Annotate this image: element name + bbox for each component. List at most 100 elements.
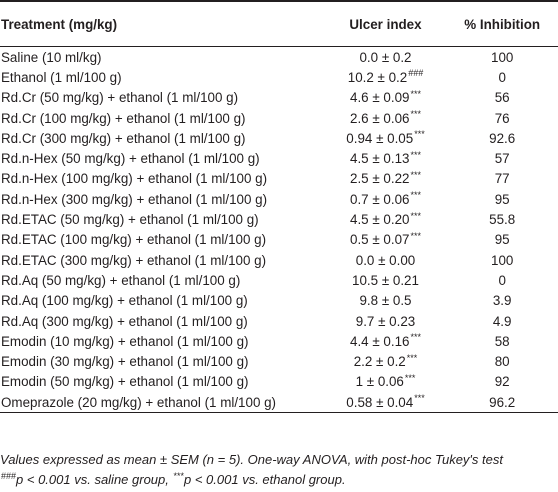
ulcer-index-value: 4.6 ± 0.09 <box>350 90 410 106</box>
table-row: Rd.ETAC (300 mg/kg) + ethanol (1 ml/100 … <box>0 250 558 270</box>
table-row: Rd.Cr (100 mg/kg) + ethanol (1 ml/100 g)… <box>0 108 558 128</box>
cell-inhibition: 0 <box>498 272 506 288</box>
cell-inhibition: 95 <box>494 232 510 248</box>
ulcer-index-value: 1 ± 0.06 <box>355 374 404 390</box>
cell-ulcer-index: 9.8 ± 0.5 <box>325 291 447 311</box>
significance-marker: *** <box>410 149 421 160</box>
cell-ulcer-index: 2.6 ± 0.06*** <box>325 108 447 128</box>
cell-treatment: Ethanol (1 ml/100 g) <box>1 69 122 85</box>
ulcer-index-value: 9.8 ± 0.5 <box>359 293 412 309</box>
significance-marker: *** <box>410 230 421 241</box>
cell-ulcer-index: 9.7 ± 0.23 <box>325 311 447 331</box>
ulcer-index-value: 4.5 ± 0.13 <box>350 151 410 167</box>
cell-inhibition: 100 <box>491 252 514 268</box>
ulcer-index-value: 0.0 ± 0.2 <box>359 49 412 65</box>
cell-inhibition: 96.2 <box>446 392 558 414</box>
cell-inhibition: 55.8 <box>489 212 516 228</box>
cell-ulcer-index: 1 ± 0.06*** <box>325 372 447 392</box>
cell-inhibition: 100 <box>491 49 514 65</box>
table-row: Rd.Aq (100 mg/kg) + ethanol (1 ml/100 g)… <box>0 291 558 311</box>
table-row: Rd.n-Hex (300 mg/kg) + ethanol (1 ml/100… <box>0 189 558 209</box>
cell-ulcer-index: 4.4 ± 0.16*** <box>325 331 447 351</box>
significance-marker: *** <box>410 169 421 180</box>
significance-marker: *** <box>410 332 421 343</box>
cell-ulcer-index: 0.58 ± 0.04*** <box>324 392 447 414</box>
footnote-text-saline: p < 0.001 vs. saline group, <box>16 472 173 487</box>
cell-ulcer-index: 2.2 ± 0.2*** <box>325 351 447 371</box>
significance-marker: *** <box>404 372 416 383</box>
cell-treatment: Rd.ETAC (300 mg/kg) + ethanol (1 ml/100 … <box>1 252 267 268</box>
ulcer-index-value: 10.5 ± 0.21 <box>352 272 419 288</box>
footnote-line-1: Values expressed as mean ± SEM (n = 5). … <box>0 452 503 467</box>
cell-inhibition: 3.9 <box>492 293 512 309</box>
significance-marker: *** <box>410 190 421 201</box>
cell-ulcer-index: 10.5 ± 0.21 <box>325 270 447 290</box>
cell-inhibition: 58 <box>494 333 510 349</box>
significance-marker: *** <box>410 210 421 221</box>
table-row: Emodin (10 mg/kg) + ethanol (1 ml/100 g)… <box>0 331 558 351</box>
table-row: Rd.Aq (50 mg/kg) + ethanol (1 ml/100 g) 1… <box>0 270 558 290</box>
significance-marker: *** <box>410 109 421 120</box>
significance-marker: *** <box>414 393 425 404</box>
cell-treatment: Rd.ETAC (100 mg/kg) + ethanol (1 ml/100 … <box>1 232 267 248</box>
cell-treatment: Omeprazole (20 mg/kg) + ethanol (1 ml/10… <box>0 392 325 414</box>
table-row: Rd.Aq (300 mg/kg) + ethanol (1 ml/100 g)… <box>0 311 558 331</box>
ulcer-index-table: Treatment (mg/kg) Ulcer index % Inhibiti… <box>0 0 558 414</box>
footnote-line-2: ###p < 0.001 vs. saline group, ***p < 0.… <box>0 470 558 490</box>
cell-treatment: Rd.Cr (50 mg/kg) + ethanol (1 ml/100 g) <box>1 90 239 106</box>
significance-marker: *** <box>410 88 421 99</box>
cell-ulcer-index: 4.6 ± 0.09*** <box>325 88 447 108</box>
cell-treatment: Emodin (10 mg/kg) + ethanol (1 ml/100 g) <box>1 333 249 349</box>
table-row: Omeprazole (20 mg/kg) + ethanol (1 ml/10… <box>0 392 558 414</box>
ulcer-index-value: 2.2 ± 0.2 <box>353 354 406 370</box>
ulcer-index-value: 0.58 ± 0.04 <box>346 394 414 410</box>
cell-inhibition: 80 <box>494 354 510 370</box>
ulcer-index-value: 2.5 ± 0.22 <box>350 171 410 187</box>
table-row: Rd.n-Hex (50 mg/kg) + ethanol (1 ml/100 … <box>0 148 558 168</box>
ulcer-index-value: 0.0 ± 0.00 <box>355 252 416 268</box>
significance-marker: *** <box>414 129 425 140</box>
cell-inhibition: 92.6 <box>489 130 516 146</box>
cell-treatment: Emodin (50 mg/kg) + ethanol (1 ml/100 g) <box>1 374 249 390</box>
ulcer-index-value: 4.5 ± 0.20 <box>350 212 410 228</box>
significance-marker: *** <box>406 352 418 363</box>
table-row: Rd.ETAC (50 mg/kg) + ethanol (1 ml/100 g… <box>0 209 558 229</box>
cell-ulcer-index: 0.5 ± 0.07*** <box>325 230 447 250</box>
ulcer-index-value: 4.4 ± 0.16 <box>350 333 410 349</box>
cell-inhibition: 95 <box>494 191 510 207</box>
cell-treatment: Rd.Aq (300 mg/kg) + ethanol (1 ml/100 g) <box>1 313 248 329</box>
cell-inhibition: 76 <box>494 110 510 126</box>
cell-treatment: Rd.n-Hex (100 mg/kg) + ethanol (1 ml/100… <box>1 171 268 187</box>
cell-treatment: Rd.ETAC (50 mg/kg) + ethanol (1 ml/100 g… <box>1 212 259 228</box>
table-row: Ethanol (1 ml/100 g) 10.2 ± 0.2### 0 <box>0 67 558 87</box>
cell-treatment: Rd.n-Hex (300 mg/kg) + ethanol (1 ml/100… <box>1 191 268 207</box>
footnote-sup-saline: ### <box>1 470 17 481</box>
table-row: Emodin (50 mg/kg) + ethanol (1 ml/100 g)… <box>0 372 558 392</box>
table-row: Rd.Cr (50 mg/kg) + ethanol (1 ml/100 g) 4… <box>0 88 558 108</box>
ulcer-index-value: 0.7 ± 0.06 <box>350 191 410 207</box>
ulcer-index-value: 10.2 ± 0.2 <box>347 69 408 85</box>
ulcer-index-value: 0.94 ± 0.05 <box>346 130 414 146</box>
cell-treatment: Rd.Aq (100 mg/kg) + ethanol (1 ml/100 g) <box>1 293 248 309</box>
ulcer-index-value: 0.5 ± 0.07 <box>350 232 410 248</box>
cell-inhibition: 0 <box>498 69 506 85</box>
header-inhibition: % Inhibition <box>446 0 558 47</box>
footnote-sup-ethanol: *** <box>173 470 185 481</box>
header-treatment: Treatment (mg/kg) <box>0 0 325 47</box>
table-footnote: Values expressed as mean ± SEM (n = 5). … <box>0 450 558 490</box>
cell-inhibition: 92 <box>494 374 510 390</box>
header-row: Treatment (mg/kg) Ulcer index % Inhibiti… <box>0 0 558 47</box>
cell-treatment: Saline (10 ml/kg) <box>1 49 102 65</box>
cell-ulcer-index: 0.7 ± 0.06*** <box>325 189 447 209</box>
cell-inhibition: 77 <box>494 171 510 187</box>
table-row: Saline (10 ml/kg) 0.0 ± 0.2 100 <box>0 47 558 68</box>
table-row: Rd.n-Hex (100 mg/kg) + ethanol (1 ml/100… <box>0 169 558 189</box>
cell-ulcer-index: 0.0 ± 0.00 <box>325 250 447 270</box>
cell-inhibition: 56 <box>494 90 510 106</box>
cell-treatment: Rd.Cr (300 mg/kg) + ethanol (1 ml/100 g) <box>1 130 246 146</box>
significance-marker: ### <box>408 68 424 79</box>
cell-ulcer-index: 0.0 ± 0.2 <box>325 47 447 68</box>
cell-inhibition: 57 <box>494 151 510 167</box>
header-ulcer-index: Ulcer index <box>324 0 447 47</box>
